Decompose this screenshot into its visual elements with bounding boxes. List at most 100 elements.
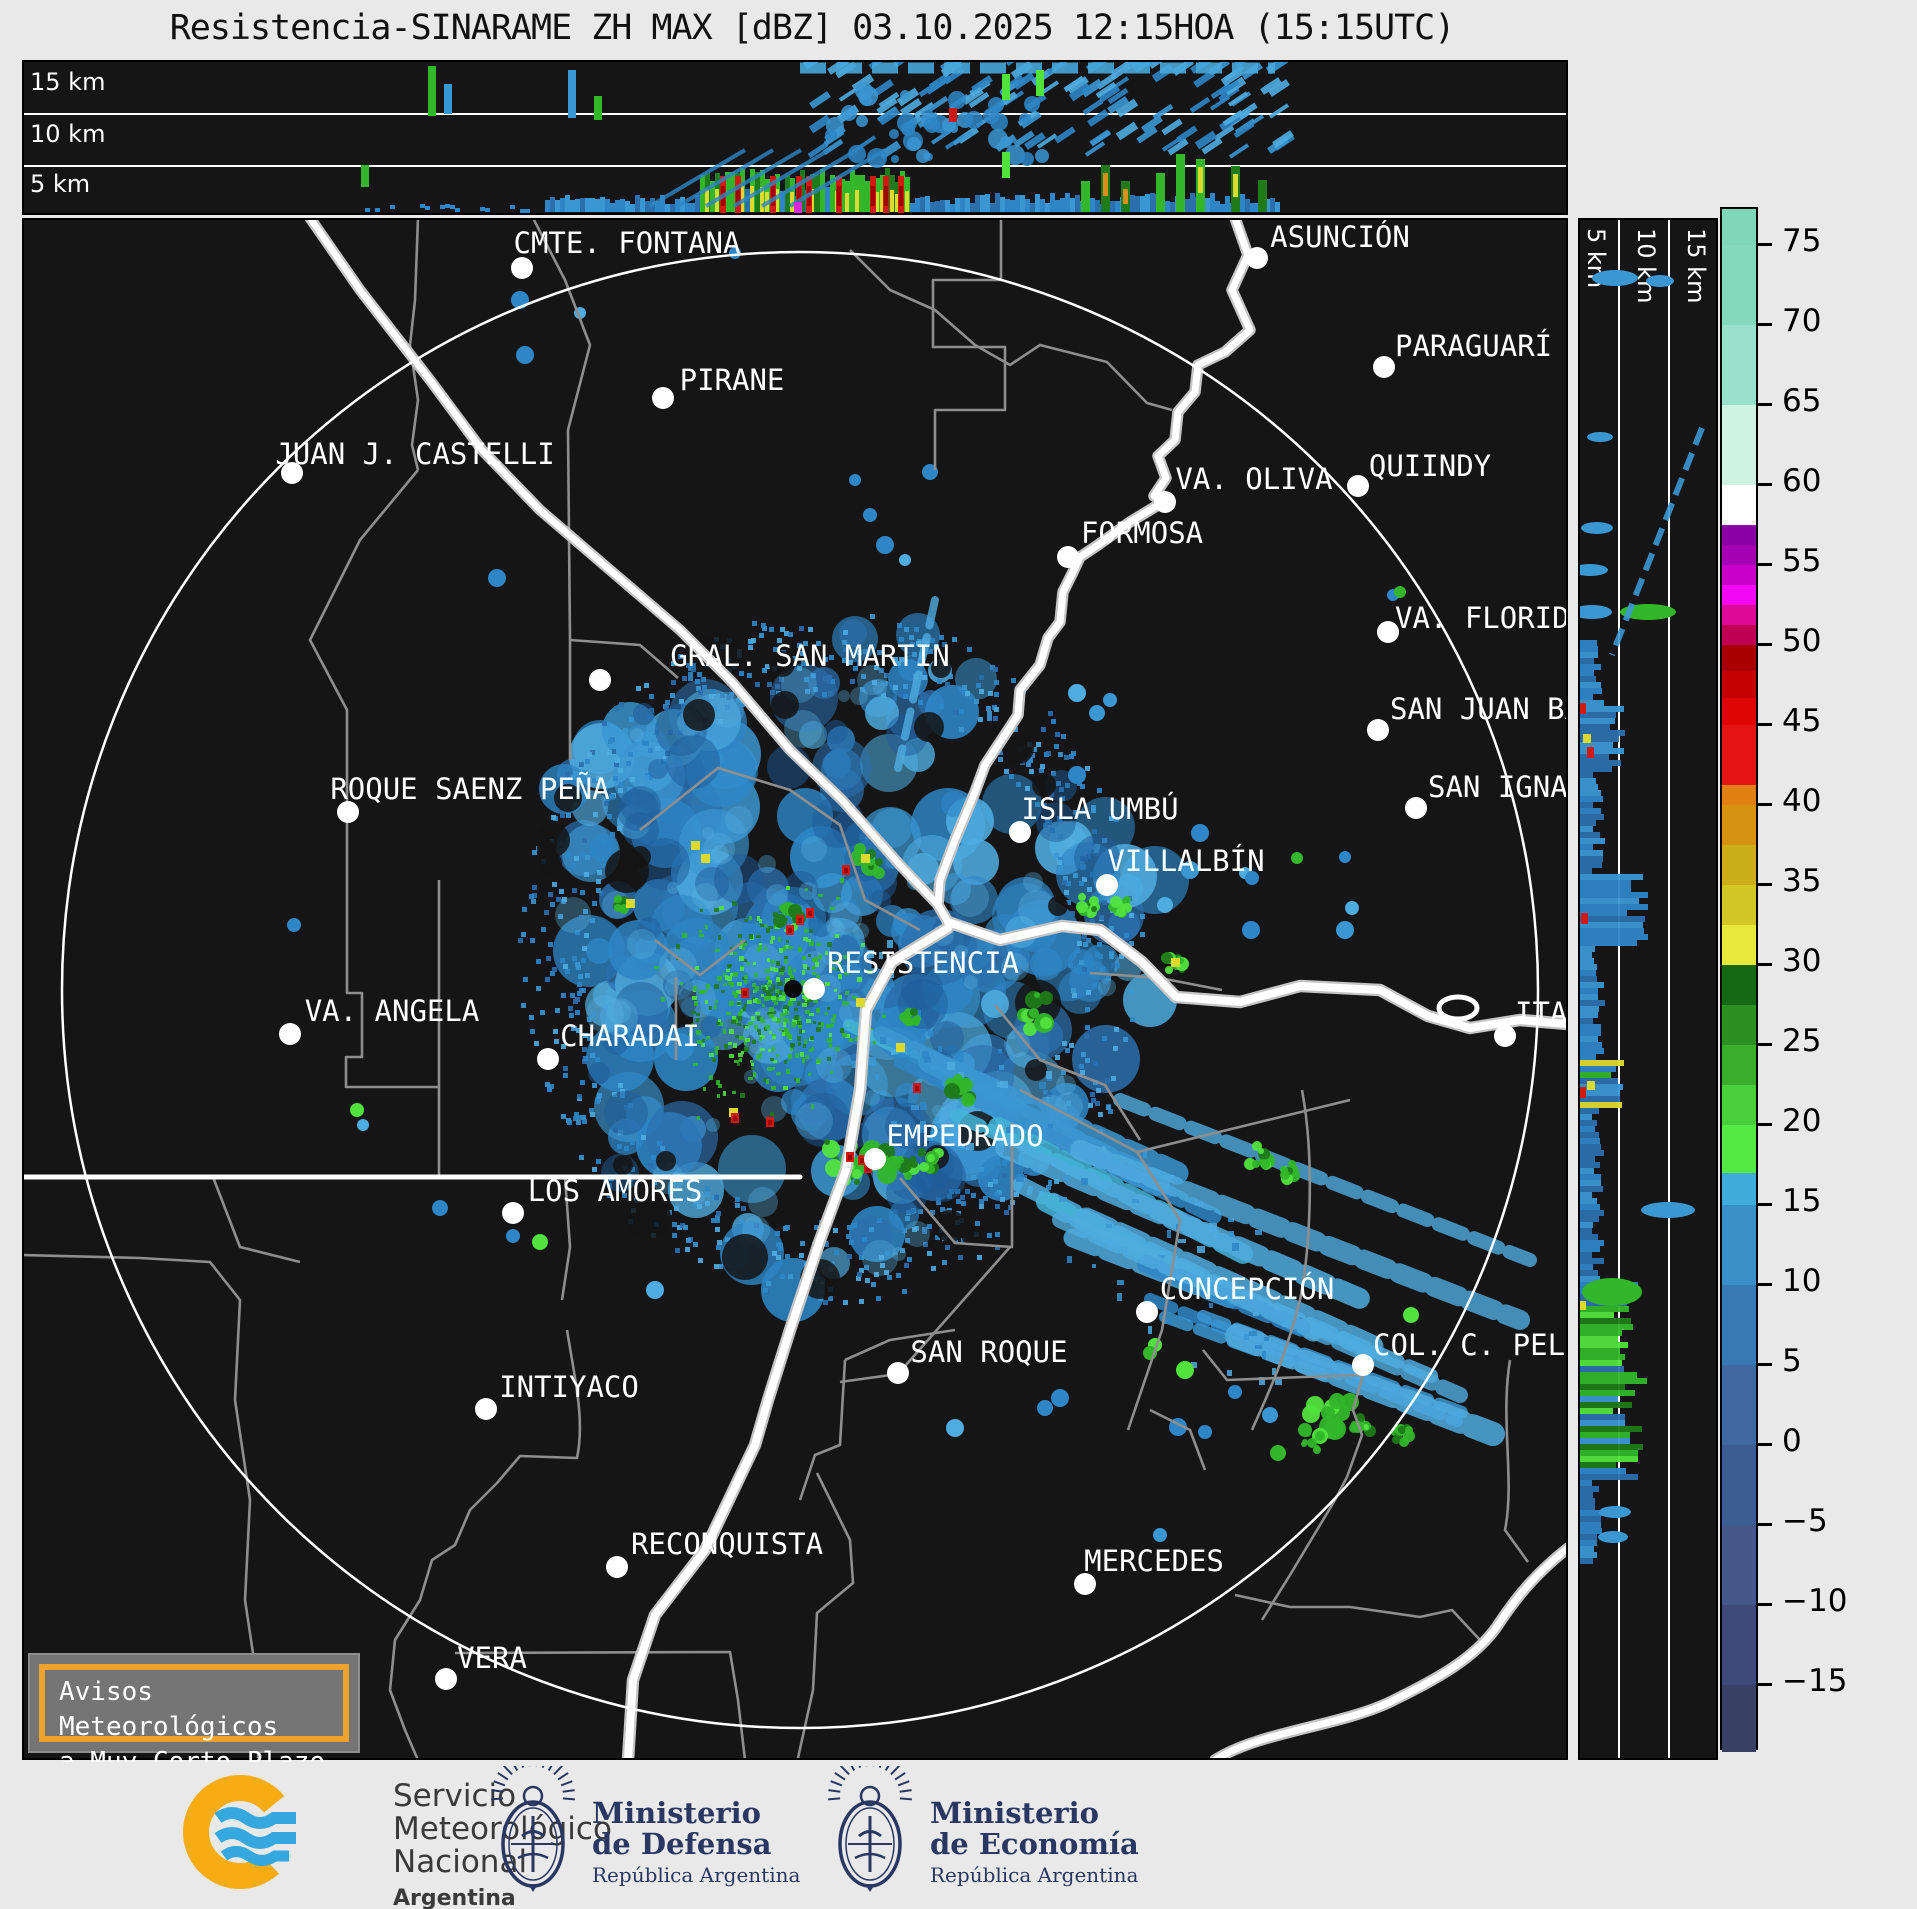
city-dot — [502, 1202, 524, 1224]
defensa-coat-of-arms — [491, 1766, 575, 1892]
top-cross-section-echoes — [361, 62, 1295, 213]
colorbar-tick-label: 30 — [1782, 943, 1822, 980]
city-dot — [589, 669, 611, 691]
colorbar-tick-label: −15 — [1782, 1663, 1848, 1700]
city-dot — [1136, 1301, 1158, 1323]
city-label: VA. FLORIDA — [1395, 601, 1566, 635]
colorbar-band — [1722, 1685, 1756, 1752]
height-label-15km: 15 km — [30, 68, 106, 96]
city-dot — [1154, 491, 1176, 513]
ministry-line: de Economía — [930, 1827, 1139, 1861]
colorbar-tick — [1758, 1043, 1772, 1046]
colorbar-band — [1722, 925, 1756, 965]
colorbar-tick — [1758, 1283, 1772, 1286]
city-dot — [1377, 621, 1399, 643]
colorbar-band — [1722, 805, 1756, 845]
city-label: EMPEDRADO — [886, 1119, 1043, 1153]
colorbar-band — [1722, 885, 1756, 925]
smn-logo-wave — [220, 1846, 289, 1866]
city-dot — [1367, 719, 1389, 741]
city-dot — [1246, 247, 1268, 269]
city-dot — [537, 1048, 559, 1070]
city-label: ITATÍ — [1515, 996, 1566, 1030]
warning-box[interactable]: Avisos Meteorológicos a Muy Corto Plazo — [28, 1653, 360, 1777]
radar-map-panel: CMTE. FONTANA PIRANE JUAN J. CASTELLI ASUNC… — [22, 218, 1568, 1760]
colorbar-tick-label: 45 — [1782, 703, 1822, 740]
height-gridline — [1618, 220, 1620, 1758]
city-label: PARAGUARÍ — [1395, 329, 1552, 363]
colorbar-tick-label: 70 — [1782, 303, 1822, 340]
city-label: RESISTENCIA — [827, 946, 1019, 980]
colorbar-band — [1722, 245, 1756, 325]
colorbar-tick — [1758, 243, 1772, 246]
colorbar-band — [1722, 1525, 1756, 1605]
city-dot — [1009, 821, 1031, 843]
city-label: SAN JUAN BAUTISTA — [1390, 692, 1566, 726]
product-title: Resistencia-SINARAME ZH MAX [dBZ] 03.10.… — [169, 8, 1456, 48]
city-label: ROQUE SAENZ PEÑA — [330, 772, 609, 806]
colorbar-tick — [1758, 1523, 1772, 1526]
city-dot — [511, 257, 533, 279]
dbz-colorbar — [1720, 207, 1758, 1752]
height-label-5km: 5 km — [30, 170, 91, 198]
colorbar-band — [1722, 1365, 1756, 1445]
city-dot — [1096, 874, 1118, 896]
city-dot — [652, 387, 674, 409]
colorbar-band — [1722, 485, 1756, 525]
colorbar-band — [1722, 625, 1756, 645]
colorbar-band — [1722, 605, 1756, 625]
colorbar-band — [1722, 645, 1756, 671]
warning-line-1: Avisos Meteorológicos — [59, 1677, 279, 1742]
city-label: COL. C. PELLEGRINI — [1373, 1328, 1566, 1362]
city-dot — [1347, 475, 1369, 497]
city-dot — [803, 978, 825, 1000]
city-label: CMTE. FONTANA — [514, 226, 741, 260]
colorbar-band — [1722, 1005, 1756, 1045]
colorbar-band — [1722, 565, 1756, 585]
colorbar-tick — [1758, 963, 1772, 966]
colorbar-band — [1722, 325, 1756, 405]
range-ring — [60, 250, 1540, 1730]
colorbar-tick — [1758, 1203, 1772, 1206]
colorbar-tick — [1758, 1603, 1772, 1606]
colorbar-tick — [1758, 1683, 1772, 1686]
smn-line: Argentina — [393, 1886, 516, 1909]
colorbar-tick — [1758, 643, 1772, 646]
colorbar-band — [1722, 671, 1756, 698]
colorbar-tick — [1758, 883, 1772, 886]
top-cross-section-panel: 15 km 10 km 5 km — [22, 60, 1568, 215]
city-dot — [1494, 1025, 1516, 1047]
radar-map: CMTE. FONTANA PIRANE JUAN J. CASTELLI ASUNC… — [24, 220, 1566, 1758]
city-label: CHARADAI — [560, 1019, 700, 1053]
colorbar-tick-label: −5 — [1782, 1503, 1828, 1540]
ministry-line: República Argentina — [930, 1863, 1139, 1887]
colorbar-band — [1722, 725, 1756, 785]
colorbar-tick-label: 75 — [1782, 223, 1822, 260]
city-label: VA. OLIVA — [1175, 462, 1332, 496]
city-dot — [1373, 356, 1395, 378]
colorbar-tick-label: 55 — [1782, 543, 1822, 580]
city-label: SAN ROQUE — [910, 1335, 1067, 1369]
smn-logo-ring — [183, 1775, 297, 1889]
colorbar-tick — [1758, 803, 1772, 806]
ministerio-economia: Ministerio de Economía República Argenti… — [930, 1798, 1139, 1888]
colorbar-band — [1722, 1085, 1756, 1125]
height-label-10km: 10 km — [30, 120, 106, 148]
colorbar-tick — [1758, 1123, 1772, 1126]
city-dot — [887, 1362, 909, 1384]
colorbar-tick — [1758, 483, 1772, 486]
side-cross-section-echoes — [1580, 270, 1705, 1564]
city-label: VILLALBÍN — [1107, 844, 1264, 878]
colorbar-tick-label: 20 — [1782, 1103, 1822, 1140]
city-label: LOS AMORES — [528, 1174, 703, 1208]
city-label: RECONQUISTA — [631, 1527, 823, 1561]
colorbar-band — [1722, 525, 1756, 545]
city-dot — [1074, 1573, 1096, 1595]
colorbar-band — [1722, 1205, 1756, 1285]
smn-logo-wave — [214, 1827, 296, 1849]
colorbar-tick — [1758, 723, 1772, 726]
colorbar-tick-label: 65 — [1782, 383, 1822, 420]
radar-site-marker — [784, 980, 802, 998]
footer: Servicio Meteorológico Nacional Argentin… — [0, 1762, 1917, 1909]
